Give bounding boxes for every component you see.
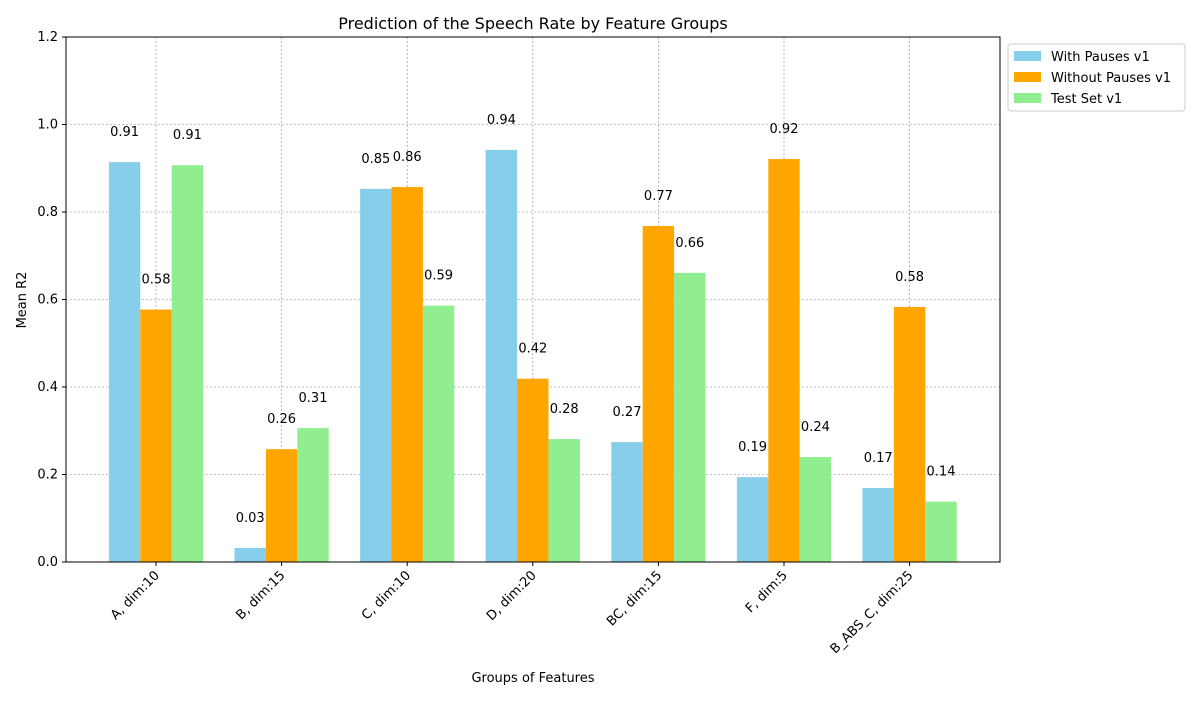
- x-tick-label: A, dim:10: [108, 568, 163, 623]
- bar-value-label: 0.24: [801, 420, 830, 435]
- legend-frame: [1007, 43, 1186, 112]
- legend-entry-label: Test Set v1: [1050, 92, 1122, 107]
- bar-value-label: 0.03: [236, 511, 265, 526]
- bar-value-label: 0.91: [173, 128, 202, 143]
- bar-value-label: 0.28: [550, 402, 579, 417]
- y-tick-label: 0.2: [37, 468, 58, 483]
- legend-entry-label: With Pauses v1: [1051, 50, 1150, 65]
- bar: [548, 439, 580, 562]
- x-tick-label: C, dim:10: [359, 568, 414, 623]
- bar-value-label: 0.31: [299, 391, 328, 406]
- bar: [611, 442, 643, 562]
- bar-value-label: 0.91: [110, 125, 139, 140]
- bar: [234, 548, 266, 562]
- bar: [768, 159, 800, 562]
- bar: [736, 477, 769, 562]
- legend: With Pauses v1 Without Pauses v1 Test Set …: [1007, 43, 1186, 112]
- bar-value-label: 0.58: [895, 270, 924, 285]
- bar-value-label: 0.58: [142, 273, 171, 288]
- bar-value-label: 0.17: [864, 451, 893, 466]
- bar: [140, 309, 172, 562]
- y-tick-label: 1.0: [37, 118, 58, 133]
- bar-value-label: 0.42: [518, 342, 547, 357]
- bar: [674, 272, 706, 562]
- bar-value-label: 0.94: [487, 113, 516, 128]
- bar: [108, 162, 141, 562]
- x-tick-label: B_ABS_C, dim:25: [828, 568, 917, 657]
- bar: [893, 306, 926, 562]
- y-tick-label: 0.8: [37, 205, 58, 220]
- bar: [265, 449, 298, 562]
- bar: [391, 187, 423, 562]
- bar: [799, 457, 832, 562]
- bar-value-label: 0.85: [361, 152, 390, 167]
- value-labels-layer: 0.91 0.58 0.91 0.03 0.260.31 0.85 0.86 0.59 0.94…: [110, 113, 955, 526]
- bar-value-label: 0.27: [613, 405, 642, 420]
- bar-value-label: 0.59: [424, 269, 453, 284]
- legend-swatch: [1014, 51, 1041, 61]
- x-tick-label: F, dim:5: [743, 568, 791, 616]
- y-axis-label: Mean R2: [15, 272, 30, 329]
- y-tick-label: 0.0: [37, 555, 58, 570]
- bar: [862, 488, 894, 562]
- bar-value-label: 0.86: [393, 150, 422, 165]
- x-tick-label: D, dim:20: [484, 568, 540, 624]
- bar: [297, 428, 329, 562]
- x-axis: A, dim:10 B, dim:15 C, dim:10 D, dim:20 BC, …: [108, 562, 916, 657]
- y-axis: 0.0 0.2 0.4 0.6 0.8 1.0 1.2: [37, 30, 66, 570]
- x-tick-label: BC, dim:15: [604, 568, 665, 629]
- bar: [485, 149, 518, 562]
- bar-value-label: 0.19: [738, 440, 767, 455]
- bar-value-label: 0.14: [927, 465, 956, 480]
- bar: [642, 226, 675, 562]
- y-tick-label: 0.6: [37, 293, 58, 308]
- y-tick-label: 0.4: [37, 380, 58, 395]
- bar-value-label: 0.26: [267, 412, 296, 427]
- legend-swatch: [1014, 72, 1041, 82]
- bar-value-label: 0.92: [770, 122, 799, 137]
- chart-title: Prediction of the Speech Rate by Feature…: [338, 14, 728, 33]
- legend-swatch: [1014, 93, 1041, 103]
- bar: [517, 378, 549, 562]
- bar: [422, 305, 455, 562]
- y-tick-label: 1.2: [37, 30, 58, 45]
- legend-entry-label: Without Pauses v1: [1051, 71, 1171, 86]
- bar-value-label: 0.77: [644, 189, 673, 204]
- x-axis-label: Groups of Features: [471, 671, 594, 686]
- bar: [925, 501, 957, 562]
- bar-value-label: 0.66: [675, 236, 704, 251]
- bar: [171, 165, 204, 562]
- bar: [360, 188, 392, 562]
- x-tick-label: B, dim:15: [234, 568, 289, 623]
- bars-layer: [108, 149, 957, 562]
